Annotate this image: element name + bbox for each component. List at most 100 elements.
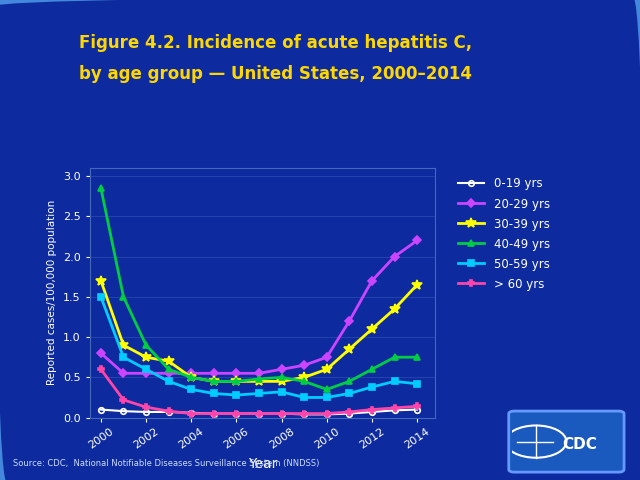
0-19 yrs xyxy=(300,411,308,417)
30-39 yrs xyxy=(255,379,263,384)
40-49 yrs xyxy=(232,379,240,384)
X-axis label: Year: Year xyxy=(248,456,277,470)
0-19 yrs xyxy=(346,411,353,417)
40-49 yrs xyxy=(188,374,195,380)
> 60 yrs xyxy=(97,366,105,372)
0-19 yrs xyxy=(165,409,173,415)
30-39 yrs xyxy=(188,374,195,380)
50-59 yrs xyxy=(188,386,195,392)
50-59 yrs xyxy=(210,391,218,396)
Line: 40-49 yrs: 40-49 yrs xyxy=(97,185,420,393)
Line: 30-39 yrs: 30-39 yrs xyxy=(96,276,422,386)
> 60 yrs xyxy=(232,411,240,417)
30-39 yrs xyxy=(120,342,127,348)
Text: by age group — United States, 2000–2014: by age group — United States, 2000–2014 xyxy=(79,65,472,83)
> 60 yrs xyxy=(210,411,218,417)
50-59 yrs xyxy=(232,392,240,398)
40-49 yrs xyxy=(120,294,127,300)
20-29 yrs xyxy=(390,254,398,260)
40-49 yrs xyxy=(210,379,218,384)
20-29 yrs xyxy=(255,371,263,376)
FancyBboxPatch shape xyxy=(509,411,624,472)
0-19 yrs xyxy=(368,409,376,415)
Line: 50-59 yrs: 50-59 yrs xyxy=(98,294,420,400)
30-39 yrs xyxy=(300,374,308,380)
40-49 yrs xyxy=(97,185,105,191)
20-29 yrs xyxy=(368,278,376,284)
40-49 yrs xyxy=(390,354,398,360)
50-59 yrs xyxy=(390,379,398,384)
0-19 yrs xyxy=(323,411,331,417)
> 60 yrs xyxy=(188,411,195,417)
20-29 yrs xyxy=(323,354,331,360)
50-59 yrs xyxy=(413,381,421,387)
20-29 yrs xyxy=(210,371,218,376)
50-59 yrs xyxy=(97,294,105,300)
> 60 yrs xyxy=(255,411,263,417)
0-19 yrs xyxy=(188,410,195,416)
30-39 yrs xyxy=(210,379,218,384)
> 60 yrs xyxy=(120,397,127,403)
30-39 yrs xyxy=(323,366,331,372)
0-19 yrs xyxy=(390,408,398,413)
0-19 yrs xyxy=(97,407,105,412)
> 60 yrs xyxy=(300,411,308,417)
> 60 yrs xyxy=(346,409,353,415)
> 60 yrs xyxy=(413,404,421,409)
40-49 yrs xyxy=(300,379,308,384)
0-19 yrs xyxy=(142,409,150,415)
30-39 yrs xyxy=(97,278,105,284)
Y-axis label: Reported cases/100,000 population: Reported cases/100,000 population xyxy=(47,200,57,385)
50-59 yrs xyxy=(142,366,150,372)
> 60 yrs xyxy=(368,407,376,412)
40-49 yrs xyxy=(255,376,263,382)
50-59 yrs xyxy=(165,379,173,384)
50-59 yrs xyxy=(368,384,376,390)
50-59 yrs xyxy=(300,395,308,400)
30-39 yrs xyxy=(368,326,376,332)
30-39 yrs xyxy=(346,346,353,352)
20-29 yrs xyxy=(188,371,195,376)
50-59 yrs xyxy=(323,395,331,400)
20-29 yrs xyxy=(142,371,150,376)
0-19 yrs xyxy=(413,407,421,412)
50-59 yrs xyxy=(278,389,285,395)
0-19 yrs xyxy=(278,411,285,417)
40-49 yrs xyxy=(278,374,285,380)
50-59 yrs xyxy=(255,391,263,396)
40-49 yrs xyxy=(413,354,421,360)
40-49 yrs xyxy=(368,366,376,372)
Text: CDC: CDC xyxy=(562,437,597,452)
> 60 yrs xyxy=(165,408,173,414)
40-49 yrs xyxy=(142,342,150,348)
20-29 yrs xyxy=(165,371,173,376)
40-49 yrs xyxy=(323,386,331,392)
30-39 yrs xyxy=(390,306,398,312)
Line: 20-29 yrs: 20-29 yrs xyxy=(98,238,420,376)
0-19 yrs xyxy=(232,411,240,417)
40-49 yrs xyxy=(165,366,173,372)
> 60 yrs xyxy=(323,411,331,417)
Line: 0-19 yrs: 0-19 yrs xyxy=(98,407,420,417)
20-29 yrs xyxy=(232,371,240,376)
20-29 yrs xyxy=(278,366,285,372)
20-29 yrs xyxy=(120,371,127,376)
0-19 yrs xyxy=(120,408,127,414)
Text: Figure 4.2. Incidence of acute hepatitis C,: Figure 4.2. Incidence of acute hepatitis… xyxy=(79,34,472,51)
> 60 yrs xyxy=(278,411,285,417)
20-29 yrs xyxy=(97,350,105,356)
Line: > 60 yrs: > 60 yrs xyxy=(97,366,420,417)
30-39 yrs xyxy=(165,359,173,364)
50-59 yrs xyxy=(346,391,353,396)
30-39 yrs xyxy=(232,379,240,384)
20-29 yrs xyxy=(300,362,308,368)
20-29 yrs xyxy=(346,318,353,324)
> 60 yrs xyxy=(390,405,398,411)
30-39 yrs xyxy=(142,354,150,360)
30-39 yrs xyxy=(413,282,421,288)
40-49 yrs xyxy=(346,379,353,384)
50-59 yrs xyxy=(120,354,127,360)
0-19 yrs xyxy=(210,411,218,417)
Text: Source: CDC,  National Notifiable Diseases Surveillance System (NNDSS): Source: CDC, National Notifiable Disease… xyxy=(13,459,319,468)
30-39 yrs xyxy=(278,379,285,384)
